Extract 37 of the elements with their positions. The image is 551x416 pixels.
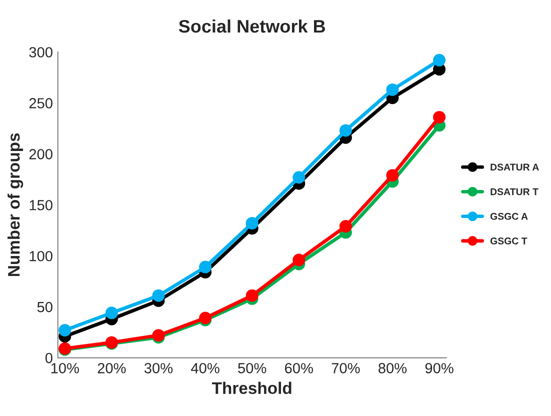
x-tick-label: 90% xyxy=(425,363,454,374)
y-axis-title: Number of groups xyxy=(8,133,24,276)
point xyxy=(292,171,306,184)
point xyxy=(339,220,352,233)
point xyxy=(58,324,72,336)
chart-title: Social Network B xyxy=(178,19,326,33)
y-tick-label: 200 xyxy=(29,149,52,160)
point xyxy=(246,216,258,230)
point xyxy=(386,169,399,182)
x-tick-label: 60% xyxy=(285,363,313,374)
legend-label: DSATUR A xyxy=(490,164,539,171)
legend-label: GSGC A xyxy=(490,212,528,220)
point xyxy=(246,289,258,302)
y-tick-label: 100 xyxy=(30,250,52,262)
x-tick-label: 30% xyxy=(144,363,173,374)
point xyxy=(292,254,306,266)
y-tick-label: 150 xyxy=(30,200,52,210)
legend-label: DSATUR T xyxy=(490,188,538,196)
x-tick-label: 10% xyxy=(51,363,79,374)
point xyxy=(152,289,165,302)
point xyxy=(386,83,399,96)
point xyxy=(199,260,212,274)
point xyxy=(433,54,446,66)
y-tick-label: 250 xyxy=(29,98,52,108)
point xyxy=(339,124,352,137)
y-tick-label: 0 xyxy=(45,352,52,364)
x-tick-label: 40% xyxy=(191,363,220,374)
x-tick-label: 70% xyxy=(332,363,360,374)
x-tick-label: 20% xyxy=(98,363,126,374)
x-axis-title: Threshold xyxy=(212,382,292,394)
x-tick-label: 80% xyxy=(378,363,407,374)
point xyxy=(105,306,118,320)
x-tick-label: 50% xyxy=(238,363,266,374)
point xyxy=(433,110,446,124)
legend-label: GSGC T xyxy=(490,238,528,244)
y-tick-label: 50 xyxy=(37,302,52,312)
y-tick-label: 300 xyxy=(29,47,52,58)
